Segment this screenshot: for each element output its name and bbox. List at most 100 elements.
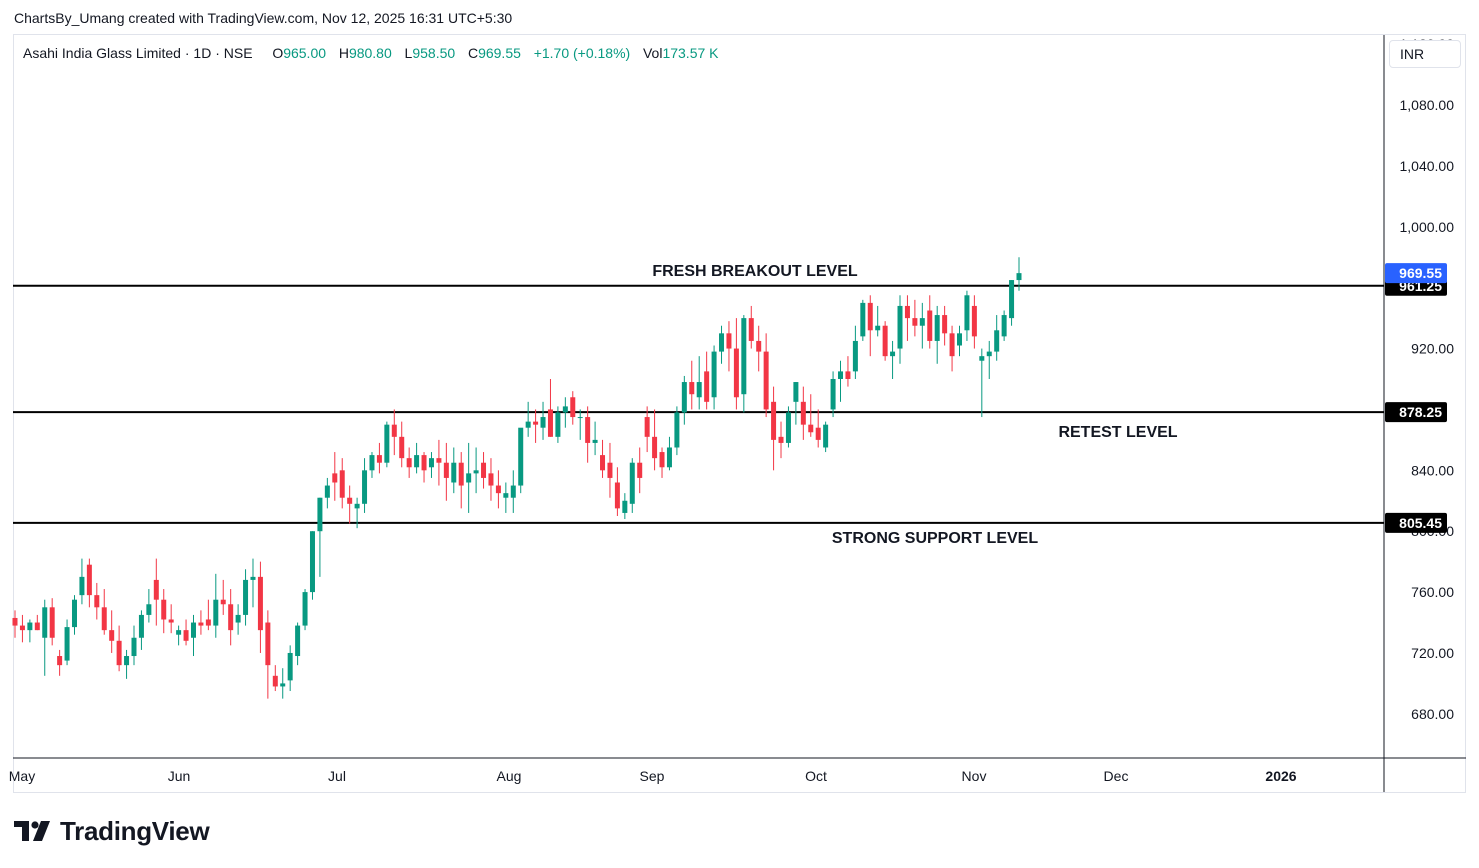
- candle[interactable]: [629, 458, 635, 513]
- candle[interactable]: [875, 305, 881, 337]
- currency-selector[interactable]: INR: [1389, 40, 1461, 68]
- candle[interactable]: [614, 467, 620, 516]
- candle[interactable]: [600, 439, 606, 478]
- candle[interactable]: [414, 442, 420, 474]
- candle[interactable]: [369, 452, 375, 478]
- candle[interactable]: [384, 421, 390, 468]
- candle[interactable]: [696, 356, 702, 410]
- candle[interactable]: [473, 447, 479, 494]
- candle[interactable]: [34, 614, 40, 631]
- candle[interactable]: [116, 625, 122, 672]
- candle[interactable]: [183, 619, 189, 646]
- candle[interactable]: [890, 340, 896, 379]
- candle[interactable]: [190, 614, 196, 657]
- candle[interactable]: [1001, 310, 1007, 341]
- candle[interactable]: [466, 442, 472, 513]
- candle[interactable]: [362, 458, 368, 513]
- candle[interactable]: [681, 375, 687, 425]
- candle[interactable]: [42, 599, 48, 676]
- candle[interactable]: [198, 610, 204, 635]
- candle[interactable]: [719, 325, 725, 364]
- candle[interactable]: [79, 558, 85, 605]
- candle[interactable]: [763, 333, 769, 418]
- candle[interactable]: [354, 497, 360, 529]
- candle[interactable]: [324, 477, 330, 509]
- candle[interactable]: [942, 305, 948, 346]
- candle[interactable]: [228, 589, 234, 646]
- candle[interactable]: [852, 325, 858, 379]
- candle[interactable]: [146, 589, 152, 623]
- candle[interactable]: [964, 290, 970, 341]
- candle[interactable]: [533, 409, 539, 443]
- candle[interactable]: [49, 598, 55, 646]
- candle[interactable]: [540, 401, 546, 440]
- candle[interactable]: [971, 295, 977, 349]
- candle[interactable]: [666, 436, 672, 471]
- candle[interactable]: [882, 321, 888, 361]
- candle[interactable]: [741, 315, 747, 413]
- candle[interactable]: [27, 619, 33, 643]
- candle[interactable]: [220, 579, 226, 615]
- candle[interactable]: [518, 427, 524, 494]
- candle[interactable]: [272, 665, 278, 692]
- candle[interactable]: [19, 614, 25, 643]
- candle[interactable]: [845, 356, 851, 387]
- candle[interactable]: [481, 452, 487, 489]
- candle[interactable]: [748, 305, 754, 349]
- candle[interactable]: [243, 569, 249, 626]
- candle[interactable]: [927, 295, 933, 349]
- candle[interactable]: [592, 421, 598, 456]
- candle[interactable]: [12, 610, 18, 638]
- candle[interactable]: [622, 493, 628, 520]
- candle[interactable]: [101, 589, 107, 635]
- candle[interactable]: [235, 604, 241, 635]
- candle[interactable]: [250, 558, 256, 608]
- candle[interactable]: [451, 447, 457, 494]
- candle[interactable]: [957, 325, 963, 357]
- candle[interactable]: [652, 409, 658, 471]
- candle[interactable]: [138, 610, 144, 650]
- candle[interactable]: [265, 610, 271, 699]
- candle[interactable]: [317, 497, 323, 577]
- candle[interactable]: [756, 325, 762, 372]
- candle[interactable]: [547, 378, 553, 437]
- candle[interactable]: [711, 345, 717, 410]
- candle[interactable]: [785, 406, 791, 448]
- candle[interactable]: [57, 649, 63, 676]
- candle[interactable]: [979, 348, 985, 418]
- candle[interactable]: [860, 299, 866, 341]
- candle[interactable]: [458, 452, 464, 509]
- candle[interactable]: [287, 645, 293, 692]
- candle[interactable]: [302, 589, 308, 631]
- candle[interactable]: [726, 321, 732, 372]
- candle[interactable]: [309, 531, 315, 600]
- candle[interactable]: [815, 409, 821, 448]
- candle[interactable]: [399, 421, 405, 468]
- candle[interactable]: [830, 371, 836, 418]
- candle[interactable]: [823, 421, 829, 453]
- candle[interactable]: [800, 386, 806, 440]
- candle[interactable]: [704, 351, 710, 410]
- candle[interactable]: [109, 610, 115, 653]
- candle[interactable]: [376, 442, 382, 474]
- candle[interactable]: [867, 295, 873, 357]
- candle[interactable]: [71, 595, 77, 635]
- candle[interactable]: [503, 482, 509, 513]
- candle[interactable]: [495, 470, 501, 509]
- candle[interactable]: [689, 360, 695, 410]
- candle[interactable]: [332, 452, 338, 501]
- candle[interactable]: [733, 318, 739, 410]
- candle[interactable]: [428, 452, 434, 478]
- candle[interactable]: [919, 302, 925, 349]
- candle[interactable]: [205, 599, 211, 631]
- candle[interactable]: [897, 295, 903, 364]
- candle[interactable]: [161, 589, 167, 634]
- candle[interactable]: [838, 360, 844, 402]
- candle[interactable]: [295, 622, 301, 666]
- candle[interactable]: [153, 558, 159, 626]
- candle[interactable]: [510, 470, 516, 513]
- candle[interactable]: [949, 325, 955, 372]
- candle[interactable]: [257, 561, 263, 653]
- candle[interactable]: [168, 604, 174, 634]
